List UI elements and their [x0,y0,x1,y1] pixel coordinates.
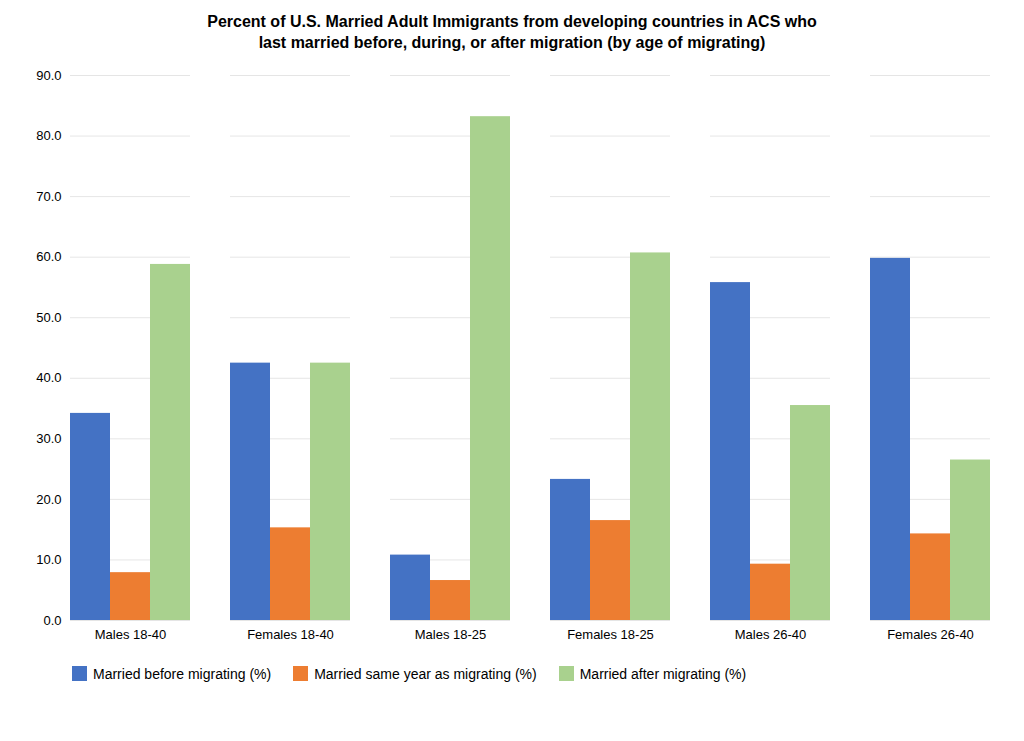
svg-text:50.0: 50.0 [36,309,61,324]
svg-text:Females 18-25: Females 18-25 [567,626,654,641]
svg-text:90.0: 90.0 [36,67,61,82]
svg-text:60.0: 60.0 [36,249,61,264]
svg-text:Females 26-40: Females 26-40 [887,626,974,641]
svg-text:Males 18-25: Males 18-25 [415,626,487,641]
html-text:Married before migrating (%): Married before migrating (%) [93,665,272,682]
svg-text:Males 18-40: Males 18-40 [95,626,167,641]
svg-text:20.0: 20.0 [36,491,61,506]
svg-text:70.0: 70.0 [36,188,61,203]
svg-text:80.0: 80.0 [36,128,61,143]
svg-text:30.0: 30.0 [36,431,61,446]
html-text:Percent of U.S. Married Adult: Percent of U.S. Married Adult Immigrants… [207,13,817,51]
svg-text:Females 18-40: Females 18-40 [247,626,334,641]
html-text:Married after migrating (%): Married after migrating (%) [579,665,747,682]
svg-text:0.0: 0.0 [43,612,61,627]
svg-text:40.0: 40.0 [36,370,61,385]
svg-text:Males 26-40: Males 26-40 [735,626,807,641]
svg-text:10.0: 10.0 [36,552,61,567]
html-text:Married same year as migrating: Married same year as migrating (%) [314,665,537,682]
